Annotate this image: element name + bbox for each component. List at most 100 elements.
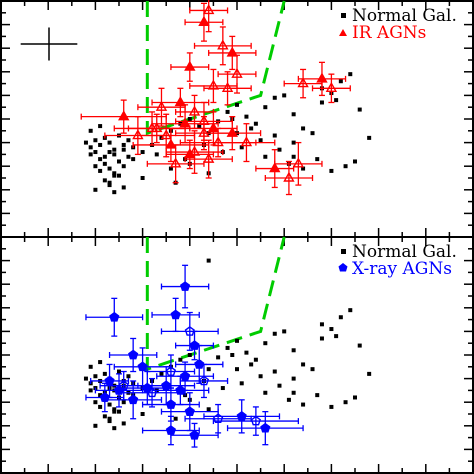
normal-galaxy-point bbox=[117, 369, 121, 374]
selection-boundary-line bbox=[145, 0, 286, 136]
normal-galaxy-point bbox=[140, 176, 145, 180]
normal-galaxy-point bbox=[107, 402, 112, 407]
ir-agn-point bbox=[118, 110, 130, 121]
normal-galaxy-point bbox=[98, 404, 103, 409]
normal-galaxy-point bbox=[301, 166, 306, 171]
xray-agn-point bbox=[109, 311, 120, 322]
xray-agn-point bbox=[128, 394, 139, 405]
normal-galaxy-point bbox=[291, 112, 296, 117]
normal-galaxy-point bbox=[357, 343, 362, 348]
ir-agn-point bbox=[151, 122, 163, 133]
normal-galaxy-point bbox=[88, 364, 93, 369]
ir-agn-point bbox=[240, 136, 253, 147]
normal-galaxy-point bbox=[93, 374, 98, 379]
normal-galaxy-point bbox=[102, 371, 107, 376]
normal-galaxy-point bbox=[83, 376, 88, 381]
normal-galaxy-point bbox=[112, 426, 117, 431]
normal-galaxy-point bbox=[93, 138, 98, 143]
normal-galaxy-point bbox=[249, 362, 254, 367]
normal-galaxy-point bbox=[107, 183, 112, 188]
normal-galaxy-point bbox=[319, 336, 324, 341]
ir-agn-point bbox=[226, 126, 238, 137]
normal-galaxy-point bbox=[230, 353, 235, 357]
normal-galaxy-point bbox=[102, 154, 107, 159]
normal-galaxy-point bbox=[272, 133, 277, 138]
normal-galaxy-point bbox=[102, 414, 107, 419]
normal-galaxy-point bbox=[93, 164, 98, 169]
bottom-panel-ticks bbox=[0, 236, 474, 474]
xray-agn-point bbox=[142, 382, 153, 393]
ir-agn-point bbox=[169, 157, 182, 168]
xray-agn-point bbox=[137, 361, 148, 372]
normal-galaxy-point bbox=[329, 327, 334, 332]
normal-galaxy-point bbox=[88, 145, 93, 150]
normal-galaxy-point bbox=[301, 402, 306, 407]
normal-galaxy-point bbox=[121, 164, 126, 169]
normal-galaxy-point bbox=[98, 142, 103, 147]
normal-galaxy-point bbox=[102, 178, 107, 183]
normal-galaxy-point bbox=[235, 367, 239, 372]
normal-galaxy-point bbox=[117, 173, 121, 178]
normal-galaxy-point bbox=[112, 407, 117, 412]
normal-galaxy-point bbox=[301, 362, 306, 367]
normal-galaxy-point bbox=[272, 369, 277, 374]
normal-galaxy-point bbox=[319, 322, 324, 327]
normal-galaxy-point bbox=[206, 407, 211, 412]
normal-galaxy-point bbox=[348, 72, 353, 77]
normal-galaxy-point bbox=[126, 154, 131, 159]
top-panel: Normal Gal. IR AGNs bbox=[0, 0, 474, 238]
normal-galaxy-point bbox=[253, 121, 258, 126]
normal-galaxy-point bbox=[107, 166, 112, 171]
xray-agn-point bbox=[165, 366, 177, 376]
normal-galaxy-point bbox=[329, 168, 334, 173]
xray-agn-point bbox=[198, 375, 210, 386]
normal-galaxy-point bbox=[315, 157, 320, 162]
ir-agn-point bbox=[269, 162, 281, 173]
selection-boundary-line bbox=[145, 236, 286, 372]
normal-galaxy-point bbox=[98, 168, 103, 173]
normal-galaxy-point bbox=[112, 171, 117, 176]
normal-galaxy-point bbox=[121, 400, 126, 405]
normal-galaxy-point bbox=[310, 367, 315, 372]
bottom-panel-selection-boundary bbox=[145, 236, 286, 372]
normal-galaxy-point bbox=[173, 416, 178, 421]
normal-galaxy-point bbox=[310, 131, 315, 136]
normal-galaxy-point bbox=[277, 383, 282, 388]
xray-agn-point bbox=[260, 422, 271, 433]
normal-galaxy-point bbox=[291, 154, 296, 159]
normal-galaxy-point bbox=[277, 147, 282, 152]
ir-agn-point bbox=[226, 46, 238, 57]
normal-galaxy-point bbox=[107, 180, 112, 185]
ir-agn-point bbox=[160, 129, 172, 140]
xray-agn-point bbox=[250, 415, 261, 426]
normal-galaxy-point bbox=[272, 331, 277, 336]
legend-marker-square bbox=[341, 249, 346, 254]
normal-galaxy-point bbox=[249, 126, 254, 131]
normal-galaxy-point bbox=[112, 409, 117, 414]
normal-galaxy-point bbox=[112, 147, 117, 152]
xray-agn-point bbox=[161, 380, 172, 391]
normal-galaxy-point bbox=[343, 164, 348, 169]
normal-galaxy-point bbox=[258, 138, 263, 143]
legend-marker-pentagon bbox=[338, 263, 348, 272]
normal-galaxy-point bbox=[126, 138, 131, 143]
normal-galaxy-point bbox=[291, 140, 296, 145]
normal-galaxy-point bbox=[121, 185, 126, 190]
ir-agn-point bbox=[202, 152, 215, 163]
legend-label-ir-agn: IR AGNs bbox=[352, 23, 426, 43]
xray-agn-point bbox=[189, 429, 200, 440]
legend-marker-square bbox=[341, 13, 346, 18]
top-panel-legend: Normal Gal. IR AGNs bbox=[339, 6, 457, 43]
ir-agn-point bbox=[165, 138, 177, 149]
normal-galaxy-point bbox=[98, 393, 103, 398]
xray-agn-point bbox=[184, 406, 195, 416]
ir-agn-point bbox=[231, 67, 243, 78]
normal-galaxy-point bbox=[291, 348, 296, 353]
xray-agn-point bbox=[104, 375, 115, 386]
normal-galaxy-point bbox=[291, 376, 296, 381]
normal-galaxy-point bbox=[88, 388, 93, 393]
normal-galaxy-point bbox=[291, 390, 296, 395]
normal-galaxy-point bbox=[107, 416, 112, 421]
normal-galaxy-point bbox=[357, 107, 362, 112]
legend-label-normal: Normal Gal. bbox=[352, 6, 457, 26]
